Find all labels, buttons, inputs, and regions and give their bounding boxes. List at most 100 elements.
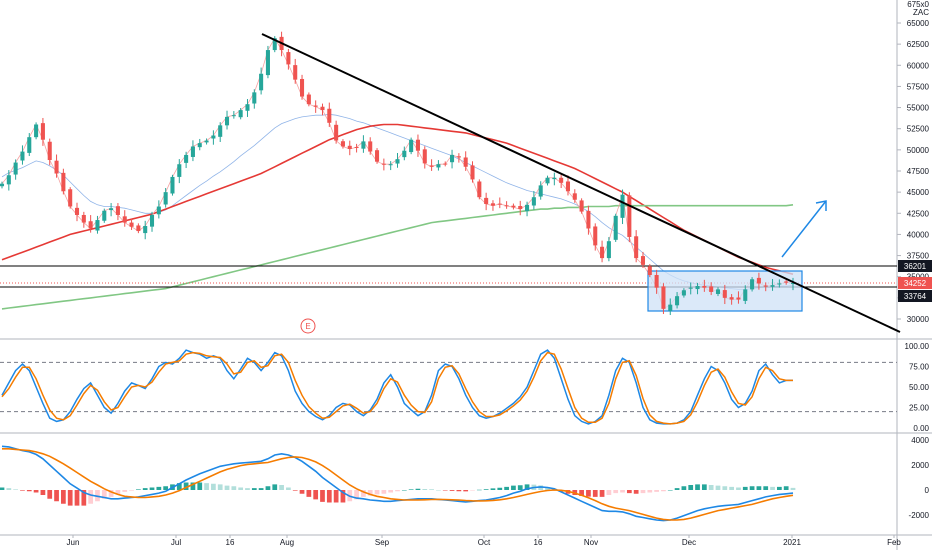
candle [654, 269, 659, 294]
macd-histogram-bar [326, 490, 332, 503]
candle [715, 287, 721, 297]
candle [149, 211, 155, 232]
candle [347, 140, 352, 156]
earnings-marker[interactable]: E [300, 318, 316, 334]
downtrend-line[interactable] [261, 33, 901, 333]
candle [20, 145, 25, 165]
macd-histogram-bar [108, 490, 114, 497]
ma-mid-line [1, 113, 794, 290]
time-tick-label: Feb [887, 538, 901, 547]
breakout-arrow[interactable] [781, 200, 827, 258]
candle [443, 161, 448, 167]
candle-body [634, 236, 639, 259]
macd-histogram-bar [415, 488, 421, 490]
price-tick-label: 40000 [907, 230, 930, 239]
candle-body [300, 78, 305, 97]
candle [484, 192, 489, 211]
candle [68, 187, 73, 209]
macd-histogram-bar [722, 486, 728, 490]
candle [47, 138, 52, 166]
stoch-tick-label: 50.00 [909, 383, 930, 392]
macd-histogram-bar [204, 483, 209, 490]
macd-histogram-bar [511, 485, 516, 490]
candle [606, 237, 611, 262]
candle-body [395, 159, 400, 164]
macd-histogram-bar [333, 490, 339, 503]
candle-body [695, 286, 700, 290]
price-tick-label: 42500 [907, 209, 930, 218]
candle-body [640, 256, 646, 265]
candle [681, 288, 686, 298]
macd-tick-label: 0 [925, 486, 930, 495]
time-tick-label: Dec [682, 538, 696, 547]
macd-histogram-bar [101, 490, 107, 499]
candle [722, 284, 727, 305]
price-badge-current-text: 34252 [904, 279, 927, 288]
candle [600, 240, 605, 263]
candle-body [518, 206, 523, 210]
macd-histogram-bar [374, 490, 380, 495]
candle-body [211, 135, 216, 139]
macd-histogram-bar [742, 486, 748, 490]
candle-body [115, 206, 120, 215]
candle-body [600, 246, 605, 259]
candle [790, 277, 796, 291]
candle [184, 151, 189, 169]
candle-body [368, 141, 373, 152]
macd-histogram-bar [40, 490, 46, 495]
candle [0, 181, 5, 189]
candle [102, 208, 107, 223]
macd-histogram-bar [354, 490, 359, 500]
candle-body [572, 193, 577, 200]
price-badge-lower-text: 33764 [904, 292, 927, 301]
price-tick-label: 37500 [907, 252, 930, 261]
candle-body [511, 205, 516, 208]
candle-body [293, 65, 298, 80]
time-tick-label: Jun [67, 538, 80, 547]
macd-histogram-bar [361, 490, 366, 497]
candle-body [252, 92, 257, 104]
candle-body [340, 141, 345, 147]
macd-histogram-bar [620, 490, 625, 493]
candle [559, 174, 564, 188]
candle-body [538, 185, 543, 197]
candle [784, 279, 789, 285]
candle-body [34, 124, 39, 138]
price-badge-upper: 36201 [898, 260, 932, 272]
macd-histogram-bar [381, 490, 387, 494]
candle-body [497, 203, 502, 205]
candle-body [668, 304, 673, 311]
candle-body [525, 204, 530, 212]
candle [293, 58, 298, 84]
candle [511, 203, 516, 210]
macd-histogram-bar [715, 485, 721, 490]
candle-body [613, 215, 618, 240]
candle [6, 170, 11, 191]
candle-body [375, 150, 380, 162]
stoch-k-line [1, 349, 793, 425]
macd-histogram-bar [756, 486, 762, 490]
candle [88, 215, 93, 233]
stochastic-lines [1, 349, 793, 425]
candle-body [286, 52, 291, 65]
candle-body [88, 221, 93, 229]
candle-body [54, 160, 59, 174]
candle [306, 92, 311, 107]
candle-body [143, 225, 148, 234]
stoch-tick-label: 25.00 [909, 404, 930, 413]
candle [143, 220, 148, 240]
macd-histogram-bar [545, 487, 550, 490]
candle-body [565, 181, 571, 192]
candle-body [347, 145, 352, 150]
macd-histogram-bar [176, 483, 182, 490]
macd-histogram-bar [626, 490, 632, 494]
macd-histogram-bar [783, 486, 789, 490]
macd-histogram-bar [251, 488, 257, 490]
price-tick-label: 52500 [907, 125, 930, 134]
candle [477, 179, 482, 200]
candle [470, 161, 475, 183]
stoch-tick-label: 75.00 [909, 363, 930, 372]
candle-body [627, 195, 632, 237]
macd-tick-label: 4000 [911, 436, 929, 445]
candle [259, 67, 264, 95]
